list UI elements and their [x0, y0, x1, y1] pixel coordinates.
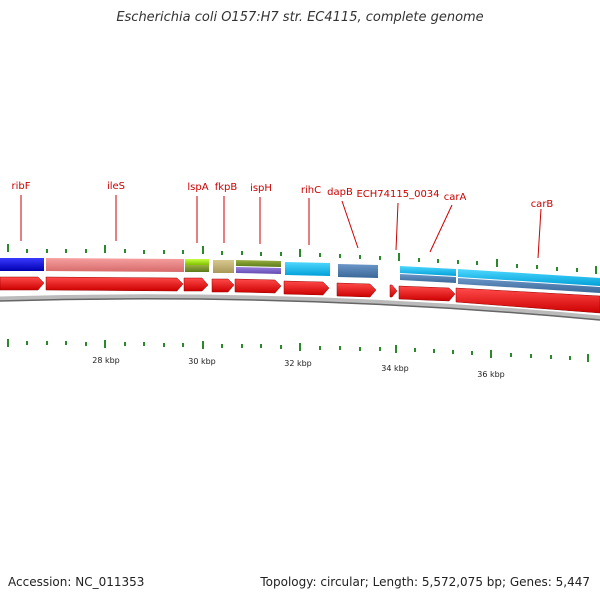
feature-ispH-top: [236, 260, 281, 267]
feature-fkpB: [213, 260, 234, 273]
feature-bars: [0, 258, 600, 293]
cds-arrow-ispH: [234, 278, 282, 294]
feature-rihC: [285, 262, 330, 276]
feature-carB-bottom: [458, 278, 600, 293]
kbp-label-30: 30 kbp: [188, 357, 216, 366]
feature-ileS: [46, 258, 184, 272]
feature-dapB: [338, 264, 378, 278]
gene-label-rihC: rihC: [301, 185, 321, 196]
cds-arrow-lspA: [183, 277, 209, 292]
cds-arrow-ECH74115_0034: [389, 284, 398, 298]
kbp-label-36: 36 kbp: [477, 370, 505, 379]
cds-arrow-ribF: [0, 276, 45, 291]
feature-carB-top: [458, 269, 600, 286]
kbp-label-34: 34 kbp: [381, 364, 409, 373]
genome-backbone-edge: [0, 298, 600, 321]
genome-backbone: [0, 294, 600, 321]
gene-label-carB: carB: [531, 199, 554, 210]
lower-ticks: [7, 339, 589, 362]
feature-carA-bottom: [400, 274, 456, 283]
gene-label-ispH: ispH: [250, 183, 272, 194]
cds-arrow-fkpB: [211, 278, 235, 293]
label-leaders: [20, 195, 542, 259]
upper-ticks: [7, 244, 597, 274]
cds-arrows: [0, 276, 600, 314]
accession-text: Accession: NC_011353: [8, 575, 145, 589]
cds-arrow-carA: [398, 285, 456, 302]
gene-label-dapB: dapB: [327, 187, 353, 198]
feature-lspA-bottom: [185, 265, 209, 272]
gene-label-ECH74115_0034: ECH74115_0034: [356, 189, 439, 200]
cds-arrow-ileS: [45, 276, 184, 292]
cds-arrow-carB: [455, 287, 600, 314]
feature-ribF: [0, 258, 44, 271]
kbp-label-32: 32 kbp: [284, 359, 312, 368]
gene-labels: ribF ileS lspA fkpB ispH rihC dapB ECH74…: [12, 181, 554, 210]
feature-lspA-top: [185, 259, 209, 265]
feature-carA-top: [400, 266, 456, 276]
map-title: Escherichia coli O157:H7 str. EC4115, co…: [116, 10, 484, 25]
gene-label-carA: carA: [444, 192, 467, 203]
gene-label-ribF: ribF: [12, 181, 31, 192]
cds-arrow-dapB: [336, 282, 377, 298]
kbp-labels: 28 kbp 30 kbp 32 kbp 34 kbp 36 kbp: [92, 356, 505, 379]
cds-arrow-rihC: [283, 280, 330, 296]
kbp-label-28: 28 kbp: [92, 356, 120, 365]
gene-label-fkpB: fkpB: [215, 182, 238, 193]
topology-text: Topology: circular; Length: 5,572,075 bp…: [260, 575, 590, 589]
feature-ispH-bottom: [236, 267, 281, 274]
gene-label-lspA: lspA: [187, 182, 208, 193]
gene-label-ileS: ileS: [107, 181, 125, 192]
